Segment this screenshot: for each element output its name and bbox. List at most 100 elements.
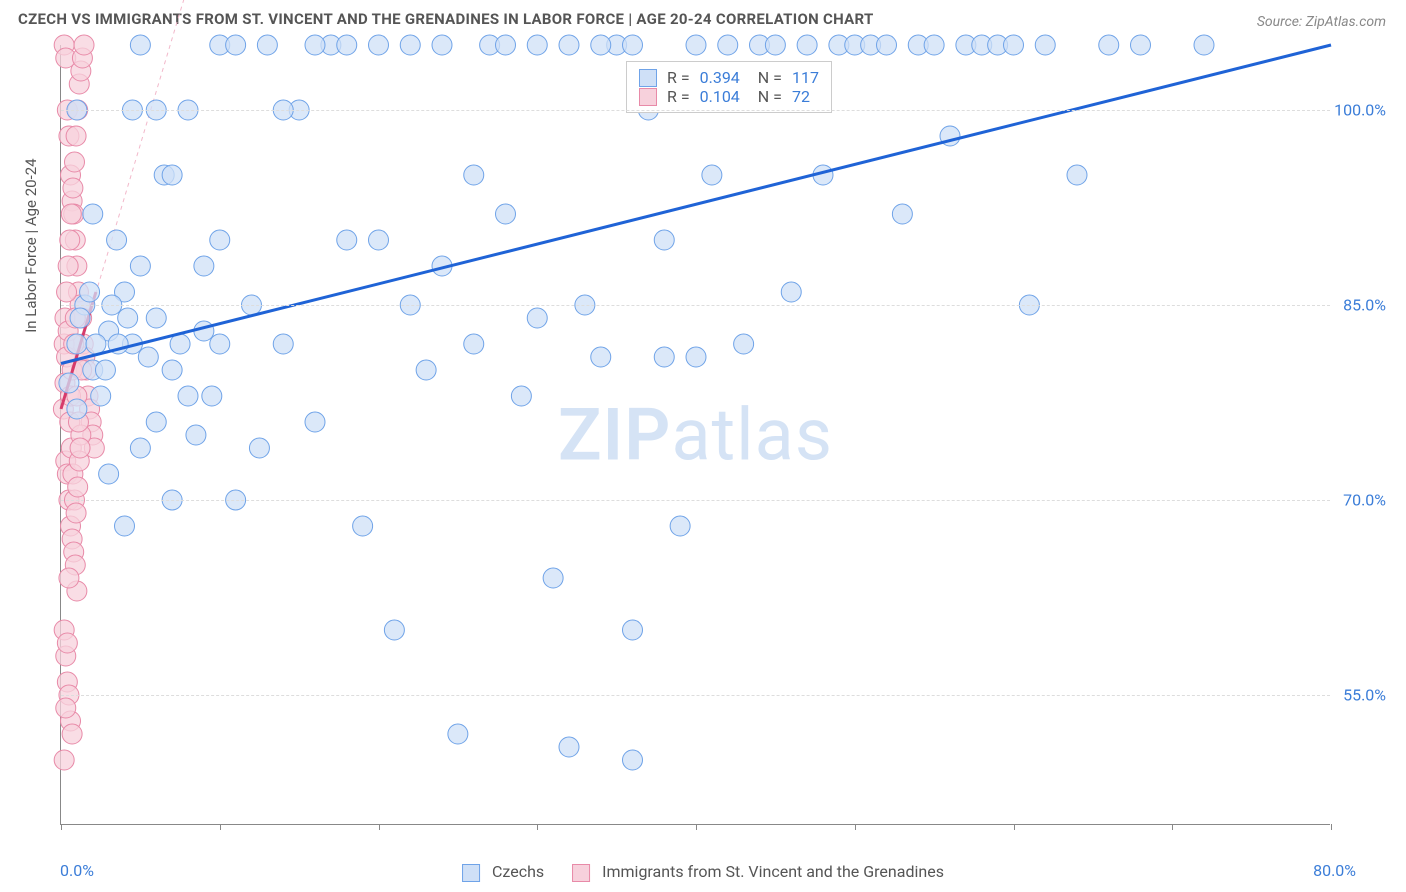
data-point [83,204,103,224]
data-point [1067,165,1087,185]
data-point [60,230,80,250]
data-point [686,347,706,367]
data-point [1004,35,1024,55]
data-point [63,178,83,198]
data-point [194,256,214,276]
data-point [67,334,87,354]
legend-swatch-pink [572,864,590,882]
x-tick [1172,824,1173,830]
data-point [369,35,389,55]
data-point [400,35,420,55]
data-point [305,35,325,55]
data-point [57,633,77,653]
data-point [138,347,158,367]
data-point [1035,35,1055,55]
y-tick-label: 85.0% [1343,296,1386,315]
data-point [591,35,611,55]
x-axis-max-label: 80.0% [1313,861,1356,880]
data-point [892,204,912,224]
data-point [59,568,79,588]
r-label: R = [667,68,690,87]
data-point [67,399,87,419]
data-point [62,724,82,744]
data-point [781,282,801,302]
data-point [66,503,86,523]
data-point [194,321,214,341]
n-label: N = [758,87,782,106]
data-point [146,308,166,328]
data-point [210,230,230,250]
data-point [226,35,246,55]
data-point [734,334,754,354]
r-value: 0.394 [700,68,740,87]
data-point [107,230,127,250]
data-point [1194,35,1214,55]
x-tick [537,824,538,830]
data-point [70,308,90,328]
legend-item-czechs: Czechs [462,862,544,882]
data-point [718,35,738,55]
data-point [95,360,115,380]
data-point [559,35,579,55]
n-value: 72 [792,87,810,106]
data-point [1131,35,1151,55]
data-point [178,386,198,406]
x-axis-min-label: 0.0% [60,861,94,880]
data-point [623,620,643,640]
data-point [118,308,138,328]
data-point [170,334,190,354]
data-point [130,256,150,276]
data-point [59,373,79,393]
data-point [70,438,90,458]
data-point [702,165,722,185]
data-point [61,204,81,224]
plot-area: ZIPatlas R =0.394N =117R =0.104N =72 [60,45,1330,825]
data-point [496,204,516,224]
y-tick-label: 55.0% [1343,686,1386,705]
data-point [130,35,150,55]
data-point [686,35,706,55]
data-point [765,35,785,55]
data-point [305,412,325,432]
gridline [61,110,1330,111]
data-point [877,35,897,55]
data-point [68,477,88,497]
data-point [74,35,94,55]
gridline [61,500,1330,501]
legend-item-svg: Immigrants from St. Vincent and the Gren… [572,862,944,882]
gridline [61,695,1330,696]
data-point [66,126,86,146]
data-point [369,230,389,250]
data-point [80,282,100,302]
data-point [337,35,357,55]
x-tick [1331,824,1332,830]
data-point [654,347,674,367]
data-point [543,568,563,588]
legend-label-czechs: Czechs [492,862,544,881]
data-point [115,516,135,536]
data-point [146,412,166,432]
chart-svg [61,45,1330,824]
data-point [249,438,269,458]
data-point [353,516,373,536]
x-tick [61,824,62,830]
data-point [670,516,690,536]
data-point [91,386,111,406]
r-value: 0.104 [700,87,740,106]
data-point [99,464,119,484]
data-point [496,35,516,55]
n-value: 117 [792,68,819,87]
legend-swatch-blue [462,864,480,882]
data-point [924,35,944,55]
chart-title: CZECH VS IMMIGRANTS FROM ST. VINCENT AND… [18,10,874,28]
data-point [623,35,643,55]
y-tick-label: 100.0% [1334,101,1386,120]
stats-row: R =0.394N =117 [639,68,819,87]
data-point [202,386,222,406]
data-point [337,230,357,250]
x-tick [220,824,221,830]
x-tick [379,824,380,830]
data-point [64,152,84,172]
data-point [57,282,77,302]
data-point [162,360,182,380]
